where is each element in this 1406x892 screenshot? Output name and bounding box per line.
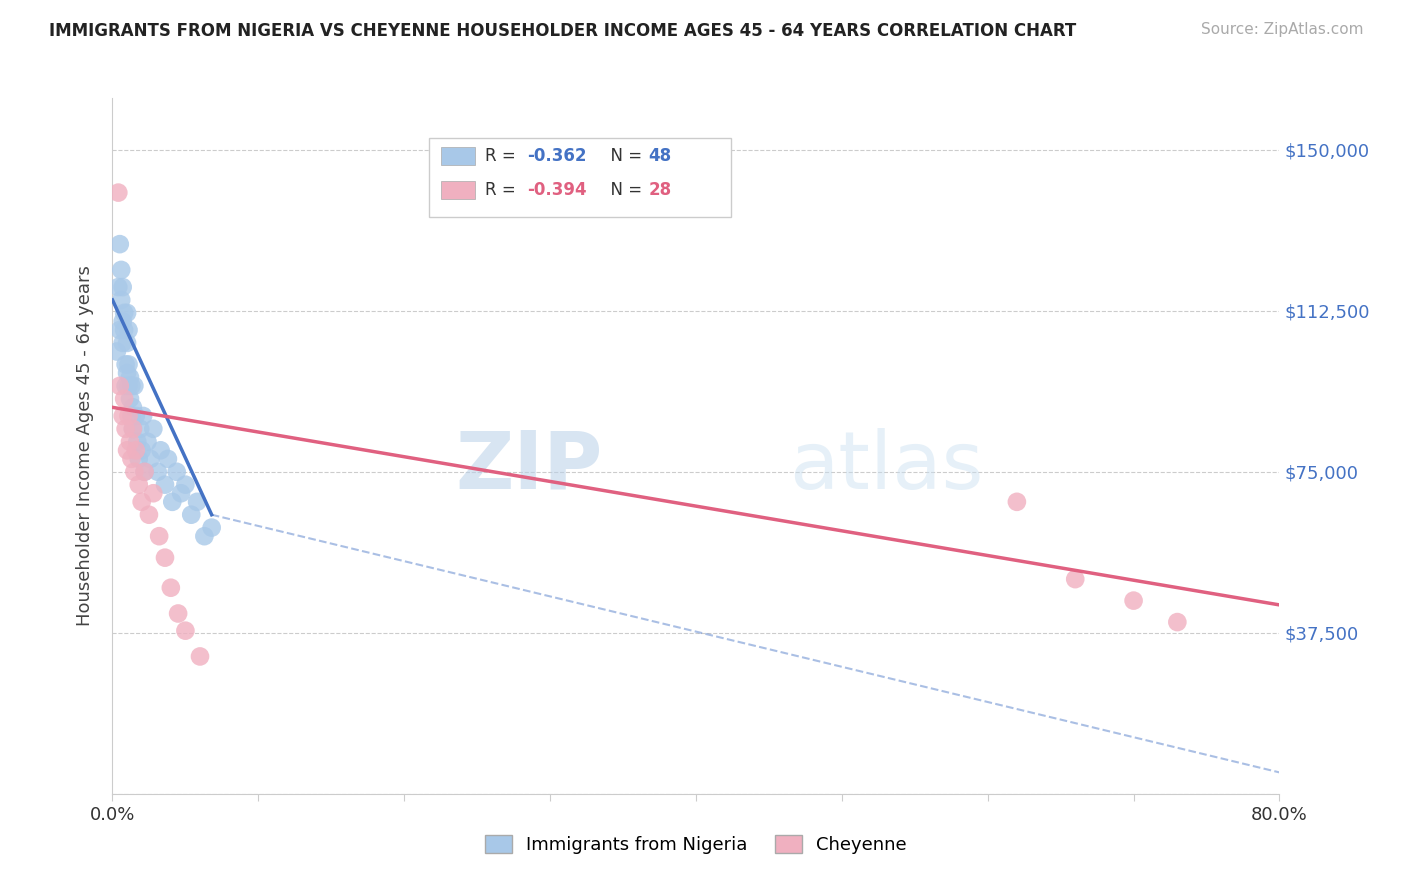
Y-axis label: Householder Income Ages 45 - 64 years: Householder Income Ages 45 - 64 years [76,266,94,626]
Legend: Immigrants from Nigeria, Cheyenne: Immigrants from Nigeria, Cheyenne [478,828,914,862]
Text: R =: R = [485,147,522,165]
Point [111,314,134,328]
Point [180,508,202,522]
Point [118,434,141,449]
Point [142,486,165,500]
Point [110,293,132,307]
Point [117,358,139,372]
Point [174,477,197,491]
Point [120,409,142,423]
Point [174,624,197,638]
Text: 28: 28 [648,181,671,199]
Point [162,495,184,509]
Point [115,306,138,320]
Point [108,237,131,252]
Point [1005,495,1028,509]
Point [136,434,159,449]
Point [115,366,138,380]
Point [160,581,183,595]
Point [124,379,146,393]
Point [118,392,141,406]
Point [201,520,224,534]
Point [114,358,136,372]
Point [115,443,138,458]
Text: ZIP: ZIP [456,428,603,506]
Point [138,508,160,522]
Point [156,451,179,466]
Point [118,370,141,384]
Text: Source: ZipAtlas.com: Source: ZipAtlas.com [1201,22,1364,37]
Point [111,409,134,423]
Point [142,422,165,436]
Point [146,465,169,479]
Point [117,409,139,423]
Point [107,186,129,200]
Point [117,379,139,393]
Point [134,465,156,479]
Point [188,649,211,664]
Point [125,409,148,423]
Text: IMMIGRANTS FROM NIGERIA VS CHEYENNE HOUSEHOLDER INCOME AGES 45 - 64 YEARS CORREL: IMMIGRANTS FROM NIGERIA VS CHEYENNE HOUS… [49,22,1077,40]
Text: 48: 48 [648,147,671,165]
Point [139,451,162,466]
Point [115,335,138,350]
Point [153,477,176,491]
Point [193,529,215,543]
Point [153,550,176,565]
Point [122,422,145,436]
Point [122,422,145,436]
Point [128,477,150,491]
Point [114,379,136,393]
Point [128,451,150,466]
Point [112,392,135,406]
Text: R =: R = [485,181,522,199]
Point [167,607,190,621]
Point [120,379,142,393]
Point [1166,615,1188,629]
Text: atlas: atlas [789,428,984,506]
Point [134,465,156,479]
Point [132,409,155,423]
Point [124,465,146,479]
Point [111,280,134,294]
Point [1064,572,1087,586]
Point [127,434,149,449]
Point [108,323,131,337]
Point [114,422,136,436]
Point [111,335,134,350]
Text: -0.362: -0.362 [527,147,586,165]
Point [149,443,172,458]
Point [112,323,135,337]
Point [122,401,145,415]
Point [120,451,142,466]
Point [131,443,153,458]
Point [112,306,135,320]
Point [170,486,193,500]
Text: N =: N = [600,147,648,165]
Point [125,443,148,458]
Point [186,495,208,509]
Text: N =: N = [600,181,648,199]
Text: -0.394: -0.394 [527,181,586,199]
Point [129,422,152,436]
Point [110,263,132,277]
Point [166,465,188,479]
Point [117,323,139,337]
Point [105,344,128,359]
Point [108,379,131,393]
Point [107,280,129,294]
Point [1122,593,1144,607]
Point [131,495,153,509]
Point [148,529,170,543]
